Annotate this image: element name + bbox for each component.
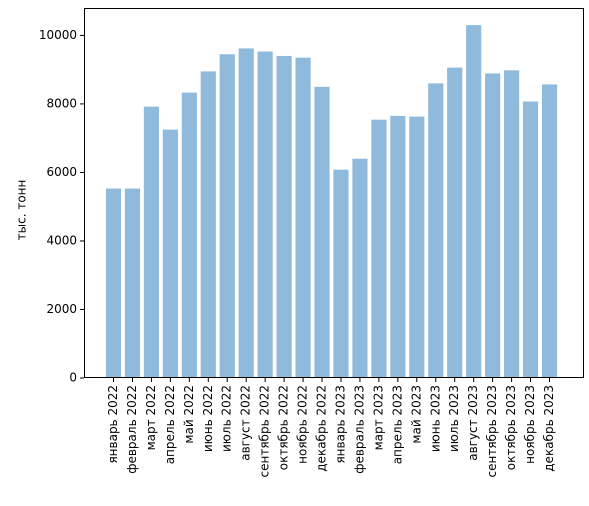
bar [485, 73, 501, 379]
bar [105, 188, 122, 378]
bar [219, 54, 235, 378]
x-tick-label: апрель 2023 [390, 385, 404, 464]
bar [162, 129, 178, 378]
y-axis-title: тыс. тонн [15, 180, 29, 241]
bar [409, 116, 425, 378]
bar [257, 51, 273, 379]
bar [295, 57, 311, 378]
bar [314, 86, 330, 378]
bar [238, 48, 254, 378]
x-tick-label: сентябрь 2023 [485, 385, 499, 477]
bar [447, 67, 463, 378]
y-tick-label: 0 [69, 371, 77, 385]
bar [333, 169, 349, 378]
bar [200, 71, 216, 378]
x-tick-label: март 2022 [144, 385, 158, 450]
bar [143, 106, 159, 379]
x-tick-label: октябрь 2022 [277, 385, 291, 470]
x-tick-label: декабрь 2022 [315, 385, 329, 472]
x-tick-label: март 2023 [371, 385, 385, 450]
x-tick-label: февраль 2023 [352, 385, 366, 474]
x-tick-label: январь 2023 [333, 385, 347, 464]
x-tick-label: январь 2022 [106, 385, 120, 464]
y-tick-label: 6000 [46, 165, 77, 179]
bar [276, 55, 292, 379]
x-tick-label: сентябрь 2022 [258, 385, 272, 477]
bar [181, 92, 197, 379]
x-tick-label: декабрь 2023 [542, 385, 556, 472]
x-tick-label: май 2023 [409, 385, 423, 444]
bar [371, 119, 387, 379]
x-tick-label: ноябрь 2022 [296, 385, 310, 464]
bar [124, 188, 141, 378]
bar [390, 115, 406, 379]
x-tick-label: август 2022 [239, 385, 253, 461]
bar [428, 83, 444, 379]
bar [466, 25, 482, 378]
x-axis: январь 2022 февраль 2022 март 2022 апрель 2… [106, 378, 556, 477]
x-tick-label: июль 2023 [447, 385, 461, 452]
y-tick-label: 2000 [46, 302, 77, 316]
plot-frame [84, 8, 584, 378]
x-tick-label: июнь 2022 [201, 385, 215, 452]
x-tick-label: июль 2022 [220, 385, 234, 452]
x-tick-label: апрель 2022 [163, 385, 177, 464]
bar [352, 158, 368, 378]
x-tick-label: октябрь 2023 [504, 385, 518, 470]
y-tick-label: 4000 [46, 233, 77, 247]
y-tick-label: 10000 [39, 28, 77, 42]
x-tick-label: июнь 2023 [428, 385, 442, 452]
bar [541, 84, 558, 379]
bar [504, 70, 520, 378]
y-axis: 0 2000 4000 6000 8000 10000 [39, 28, 84, 385]
bars-group [105, 25, 558, 379]
x-tick-label: ноябрь 2023 [523, 385, 537, 464]
x-tick-label: август 2023 [466, 385, 480, 461]
x-tick-label: май 2022 [182, 385, 196, 444]
bar [522, 101, 539, 379]
y-tick-label: 8000 [46, 96, 77, 110]
x-tick-label: февраль 2022 [125, 385, 139, 474]
